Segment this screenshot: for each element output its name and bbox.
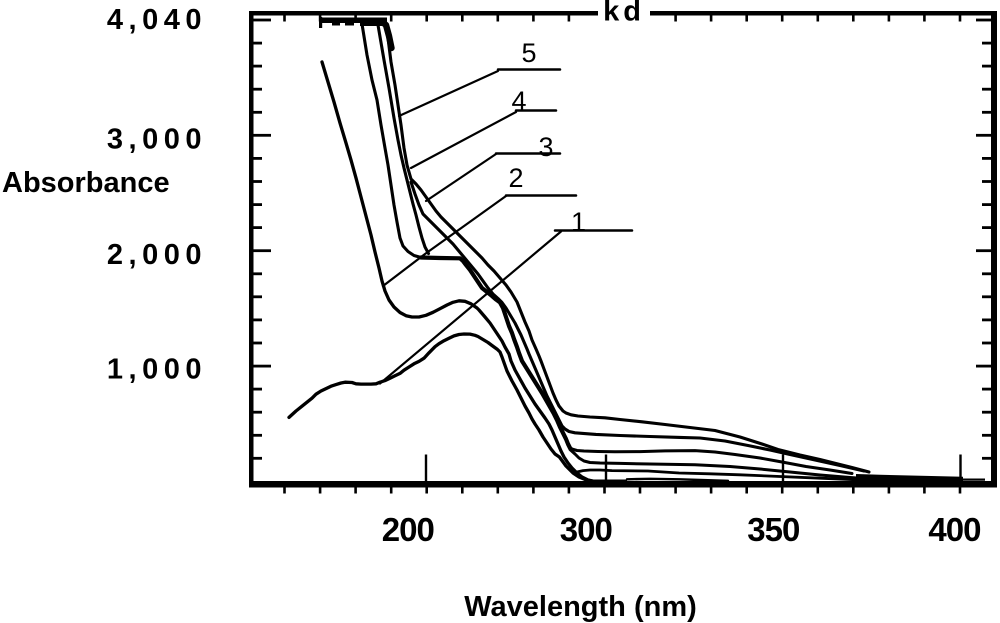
svg-text:300: 300 xyxy=(560,511,612,548)
svg-text:Absorbance: Absorbance xyxy=(2,167,170,199)
svg-text:3,000: 3,000 xyxy=(107,124,207,156)
svg-text:1: 1 xyxy=(571,207,586,237)
svg-text:350: 350 xyxy=(747,511,799,548)
svg-text:5: 5 xyxy=(521,38,536,68)
svg-text:2: 2 xyxy=(508,163,523,193)
svg-text:4: 4 xyxy=(511,86,526,116)
svg-text:3: 3 xyxy=(538,132,553,162)
svg-text:2,000: 2,000 xyxy=(107,239,207,271)
svg-text:200: 200 xyxy=(382,511,434,548)
svg-text:400: 400 xyxy=(928,511,980,548)
svg-text:Wavelength (nm): Wavelength (nm) xyxy=(464,591,697,623)
svg-text:1,000: 1,000 xyxy=(107,354,207,386)
svg-text:kd: kd xyxy=(603,0,645,28)
svg-text:4,040: 4,040 xyxy=(107,4,207,36)
